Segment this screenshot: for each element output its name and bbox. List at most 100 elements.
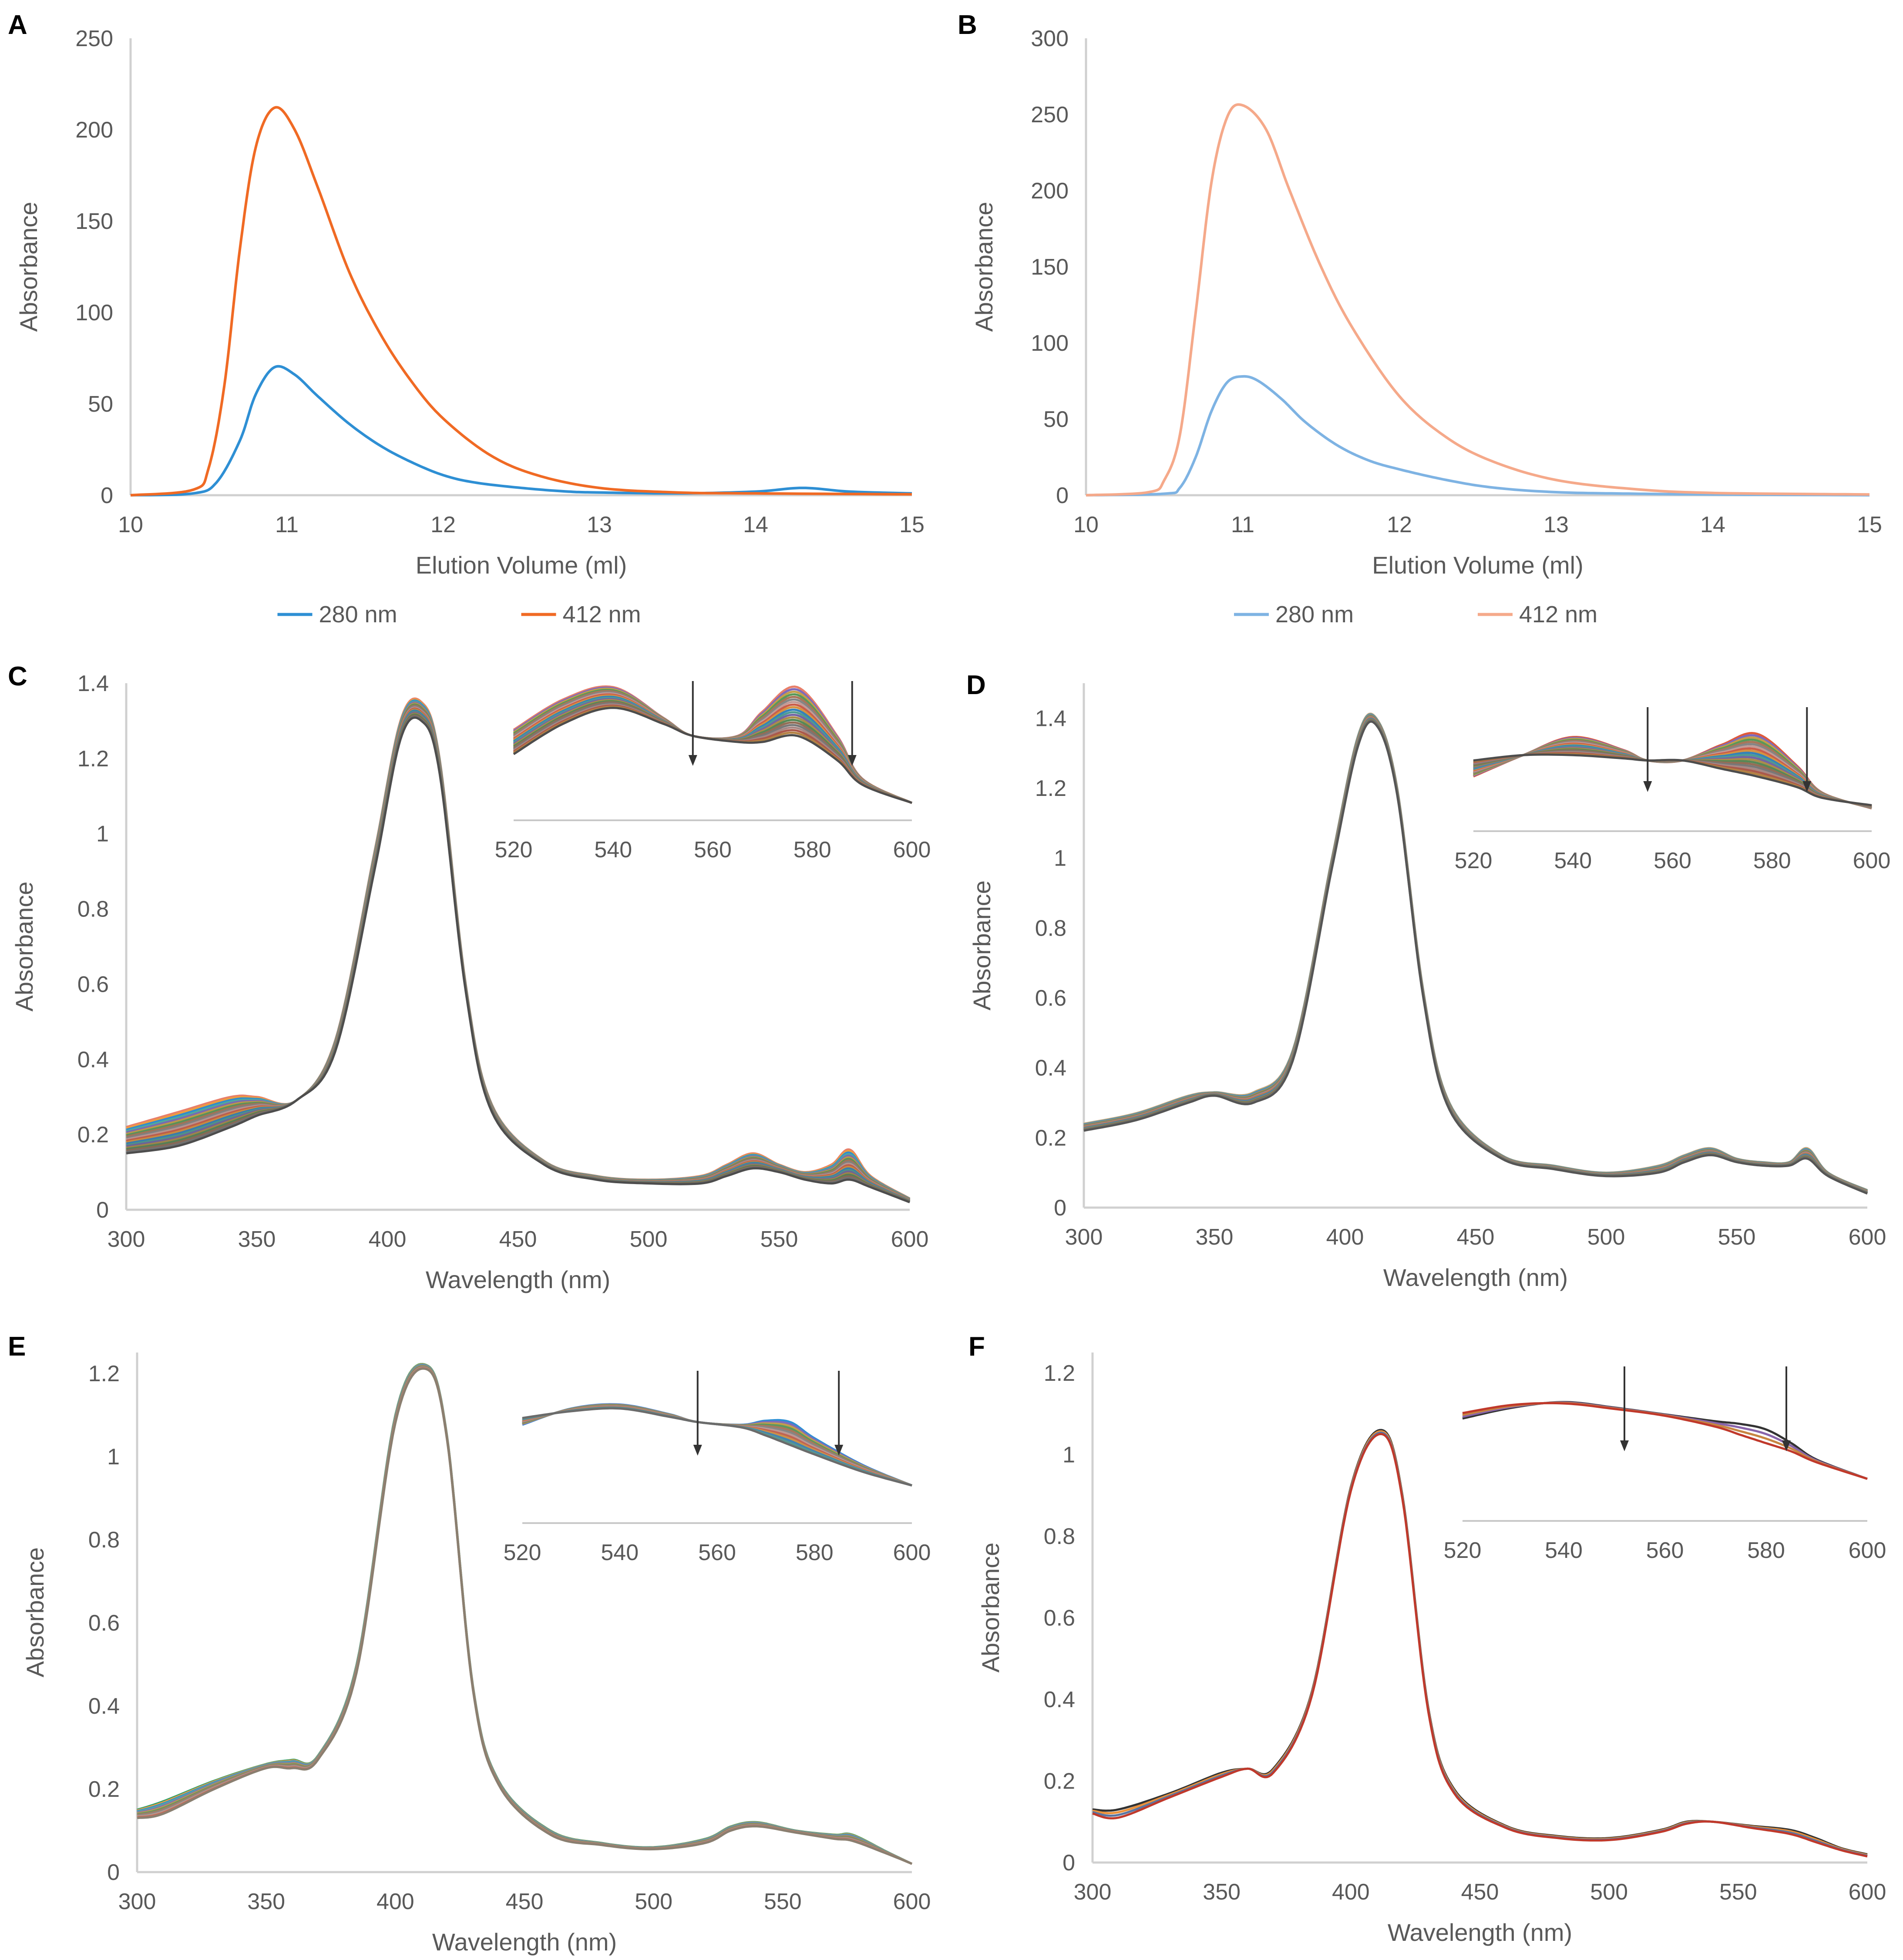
x-tick-label: 10 (1073, 512, 1099, 537)
inset-x-tick-label: 580 (1753, 848, 1791, 873)
x-axis-title: Wavelength (nm) (1383, 1264, 1568, 1291)
series-line-intermediate (1083, 715, 1868, 1192)
y-tick-label: 100 (75, 300, 113, 326)
inset-x-tick-label: 600 (893, 1540, 931, 1565)
inset-line-intermediate (522, 1405, 912, 1487)
y-axis-title: Absorbance (977, 1543, 1004, 1673)
inset-chart: 520 540 560 580 600 (495, 681, 931, 863)
inset-x-tick-label: 520 (1455, 848, 1493, 873)
y-tick-label: 0 (107, 1860, 120, 1885)
y-tick-label: 0 (1056, 483, 1069, 508)
series-line-280-nm (130, 365, 912, 497)
x-tick-label: 600 (1849, 1879, 1886, 1905)
x-tick-label: 300 (1074, 1879, 1112, 1905)
arrow-down-icon (1643, 781, 1652, 792)
y-tick-label: 150 (75, 209, 113, 234)
x-tick-label: 12 (1387, 512, 1412, 537)
series-line-intermediate (126, 699, 911, 1200)
series-line-intermediate (126, 713, 910, 1203)
series-line-412-nm (130, 106, 912, 497)
series-line-intermediate (1083, 718, 1868, 1194)
arrow-down-icon (1782, 1440, 1791, 1451)
x-tick-label: 350 (1196, 1225, 1234, 1250)
y-tick-label: 0.6 (1044, 1605, 1075, 1631)
series-line-initial (126, 697, 911, 1200)
series-line-intermediate (126, 703, 911, 1201)
y-tick-label: 1 (107, 1444, 120, 1470)
series-line-412-nm (1086, 103, 1870, 497)
y-tick-label: 100 (1031, 331, 1069, 356)
series-line-intermediate (126, 715, 910, 1203)
inset-line-intermediate (522, 1406, 912, 1487)
chart-panel-d: D 0 0.2 0.4 0.6 0.8 1 1.2 1.4 300 350 400 450 500 550 6… (966, 670, 1890, 1291)
inset-x-tick-label: 600 (1853, 848, 1891, 873)
panel-letter-b: B (958, 10, 977, 40)
inset-chart: 520 540 560 580 600 (1455, 707, 1891, 873)
y-tick-label: 0 (101, 483, 113, 508)
series-line-intermediate (1083, 713, 1868, 1191)
x-tick-label: 300 (118, 1889, 156, 1914)
legend-label: 280 nm (1275, 601, 1354, 628)
y-tick-label: 1 (96, 822, 109, 847)
y-tick-label: 0.8 (1035, 916, 1066, 941)
series-line-intermediate (1083, 716, 1868, 1193)
y-tick-label: 250 (75, 26, 113, 51)
x-tick-label: 300 (1065, 1225, 1103, 1250)
series-line-intermediate (1083, 716, 1868, 1193)
arrow-down-icon (1620, 1440, 1629, 1451)
y-tick-label: 0.6 (88, 1611, 120, 1636)
x-axis-title: Wavelength (nm) (426, 1266, 610, 1293)
x-tick-label: 400 (377, 1889, 414, 1914)
inset-line-final (1462, 1402, 1868, 1480)
inset-line-intermediate (1473, 746, 1872, 808)
y-axis-title: Absorbance (15, 202, 42, 332)
inset-line-initial (1462, 1401, 1868, 1480)
series-line-intermediate (126, 702, 911, 1201)
y-tick-label: 1.4 (77, 671, 109, 696)
y-tick-label: 50 (1043, 407, 1069, 432)
inset-line-intermediate (1473, 734, 1872, 809)
y-tick-label: 0.2 (88, 1777, 120, 1802)
series-line-intermediate (1083, 718, 1868, 1194)
inset-x-tick-label: 540 (1545, 1538, 1583, 1563)
series-line-intermediate (126, 707, 911, 1202)
y-tick-label: 0 (1054, 1195, 1066, 1221)
inset-x-tick-label: 520 (1444, 1538, 1482, 1563)
x-tick-label: 350 (247, 1889, 285, 1914)
x-tick-label: 550 (1719, 1879, 1757, 1905)
inset-x-tick-label: 560 (1654, 848, 1691, 873)
series-line-intermediate (1083, 719, 1868, 1194)
x-tick-label: 450 (1457, 1225, 1495, 1250)
y-tick-label: 0 (1062, 1850, 1075, 1876)
x-tick-label: 14 (743, 512, 768, 537)
inset-line-initial (522, 1403, 912, 1487)
chart-panel-a: A 0 50 100 150 200 250 10 11 12 13 14 15 Elution Volu… (8, 10, 925, 628)
inset-line-intermediate (522, 1406, 912, 1487)
x-axis-title: Elution Volume (ml) (1372, 551, 1584, 579)
series-line-final (137, 1367, 912, 1865)
y-tick-label: 0.4 (77, 1047, 109, 1072)
inset-x-tick-label: 560 (694, 837, 732, 863)
y-tick-label: 300 (1031, 26, 1069, 51)
arrow-down-icon (688, 755, 697, 766)
series-line-intermediate (1083, 719, 1868, 1195)
legend-label: 412 nm (1519, 601, 1597, 628)
series-line-intermediate (126, 709, 911, 1202)
y-tick-label: 0.6 (77, 972, 109, 997)
inset-x-tick-label: 560 (698, 1540, 736, 1565)
x-axis-title: Wavelength (nm) (1388, 1919, 1572, 1946)
inset-line-intermediate (522, 1405, 912, 1487)
panel-letter-a: A (8, 10, 27, 40)
y-tick-label: 0.4 (1044, 1687, 1075, 1712)
x-tick-label: 13 (1543, 512, 1569, 537)
series-line-intermediate (1083, 714, 1868, 1192)
x-tick-label: 450 (1461, 1879, 1499, 1905)
x-axis-title: Wavelength (nm) (432, 1928, 617, 1956)
y-tick-label: 0.6 (1035, 986, 1066, 1011)
inset-x-tick-label: 560 (1646, 1538, 1684, 1563)
y-tick-label: 1 (1054, 846, 1066, 871)
panel-letter-c: C (8, 661, 27, 691)
series-line-final (126, 716, 910, 1204)
inset-x-tick-label: 580 (796, 1540, 834, 1565)
x-tick-label: 350 (1203, 1879, 1241, 1905)
